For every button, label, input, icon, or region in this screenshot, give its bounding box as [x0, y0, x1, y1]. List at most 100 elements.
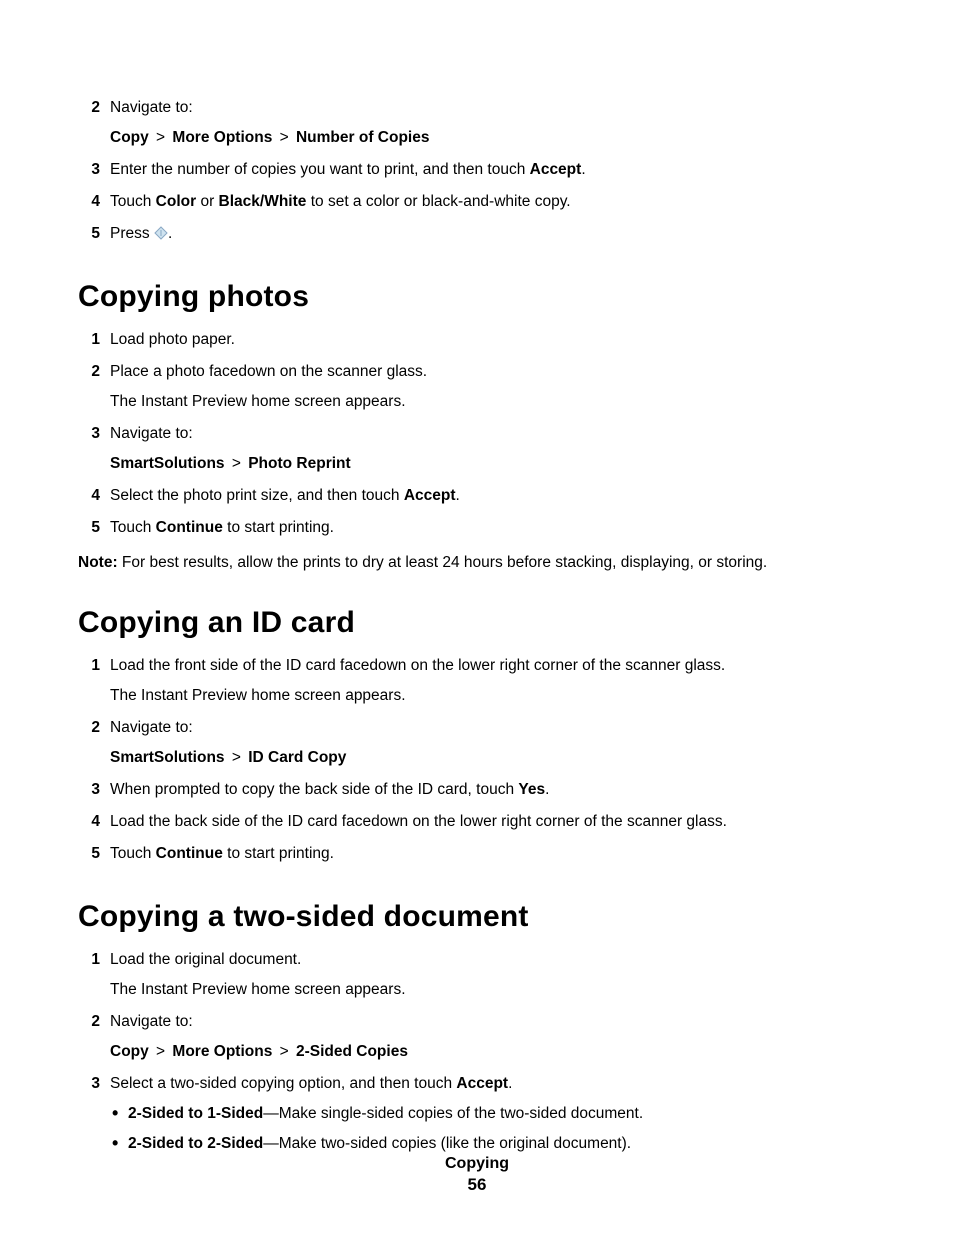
bold-text: Accept: [530, 161, 582, 178]
breadcrumb-item: SmartSolutions: [110, 749, 225, 766]
step-number: 1: [78, 654, 110, 708]
footer-section-title: Copying: [0, 1155, 954, 1173]
body-text: —Make single-sided copies of the two-sid…: [263, 1105, 643, 1122]
step-text: Touch Color or Black/White to set a colo…: [110, 190, 876, 214]
breadcrumb-item: Copy: [110, 1043, 149, 1060]
step: 4Touch Color or Black/White to set a col…: [78, 190, 876, 214]
step-number: 2: [78, 1010, 110, 1064]
step: 4Select the photo print size, and then t…: [78, 484, 876, 508]
note-text: For best results, allow the prints to dr…: [118, 554, 768, 571]
step-text: Touch Continue to start printing.: [110, 516, 876, 540]
breadcrumb-separator: >: [225, 455, 249, 472]
bold-text: 2-Sided to 1-Sided: [128, 1105, 263, 1122]
step: 5Touch Continue to start printing.: [78, 516, 876, 540]
breadcrumb-separator: >: [272, 1043, 296, 1060]
body-text: Touch: [110, 845, 156, 862]
body-text: Touch: [110, 519, 156, 536]
body-text: Press: [110, 225, 154, 242]
breadcrumb-item: More Options: [172, 129, 272, 146]
step-text: Place a photo facedown on the scanner gl…: [110, 360, 876, 384]
body-text: .: [456, 487, 460, 504]
step: 2Navigate to:SmartSolutions > ID Card Co…: [78, 716, 876, 770]
heading-copying-id-card: Copying an ID card: [78, 606, 876, 640]
step-body: Select a two-sided copying option, and t…: [110, 1072, 876, 1162]
step-number: 2: [78, 360, 110, 414]
step: 3Enter the number of copies you want to …: [78, 158, 876, 182]
list-item: 2-Sided to 2-Sided—Make two-sided copies…: [110, 1132, 876, 1156]
bold-text: Yes: [518, 781, 545, 798]
step-body: Touch Color or Black/White to set a colo…: [110, 190, 876, 214]
step-number: 3: [78, 422, 110, 476]
photos-steps: 1Load photo paper.2Place a photo facedow…: [78, 328, 876, 540]
step-body: Enter the number of copies you want to p…: [110, 158, 876, 182]
list-item: 2-Sided to 1-Sided—Make single-sided cop…: [110, 1102, 876, 1126]
body-text: .: [508, 1075, 512, 1092]
breadcrumb-item: More Options: [172, 1043, 272, 1060]
step-number: 4: [78, 810, 110, 834]
breadcrumb-separator: >: [149, 1043, 173, 1060]
bold-text: Accept: [404, 487, 456, 504]
bold-text: 2-Sided to 2-Sided: [128, 1135, 263, 1152]
twosided-steps: 1Load the original document.The Instant …: [78, 948, 876, 1162]
page-footer: Copying 56: [0, 1155, 954, 1195]
heading-copying-photos: Copying photos: [78, 280, 876, 314]
step: 1Load the front side of the ID card face…: [78, 654, 876, 708]
step-number: 4: [78, 484, 110, 508]
step-body: Load the front side of the ID card faced…: [110, 654, 876, 708]
step-body: Load photo paper.: [110, 328, 876, 352]
body-text: .: [545, 781, 549, 798]
breadcrumb-item: ID Card Copy: [248, 749, 346, 766]
step: 4Load the back side of the ID card faced…: [78, 810, 876, 834]
step-number: 3: [78, 158, 110, 182]
breadcrumb-separator: >: [272, 129, 296, 146]
step-text: Press .: [110, 222, 876, 246]
step-text: The Instant Preview home screen appears.: [110, 978, 876, 1002]
body-text: Enter the number of copies you want to p…: [110, 161, 530, 178]
step-body: Touch Continue to start printing.: [110, 516, 876, 540]
step-text: When prompted to copy the back side of t…: [110, 778, 876, 802]
bold-text: Color: [156, 193, 196, 210]
bold-text: Black/White: [219, 193, 307, 210]
step-number: 3: [78, 1072, 110, 1162]
step: 1Load the original document.The Instant …: [78, 948, 876, 1002]
step-text: Enter the number of copies you want to p…: [110, 158, 876, 182]
step-number: 2: [78, 716, 110, 770]
intro-steps: 2Navigate to:Copy > More Options > Numbe…: [78, 96, 876, 246]
breadcrumb: Copy > More Options > 2-Sided Copies: [110, 1040, 876, 1064]
breadcrumb: Copy > More Options > Number of Copies: [110, 126, 876, 150]
idcard-steps: 1Load the front side of the ID card face…: [78, 654, 876, 866]
breadcrumb-item: Number of Copies: [296, 129, 429, 146]
bold-text: Continue: [156, 845, 223, 862]
body-text: to set a color or black-and-white copy.: [306, 193, 570, 210]
step-text: Navigate to:: [110, 1010, 876, 1034]
step-body: Press .: [110, 222, 876, 246]
breadcrumb: SmartSolutions > Photo Reprint: [110, 452, 876, 476]
step-body: Navigate to: SmartSolutions > Photo Repri…: [110, 422, 876, 476]
step-text: Navigate to:: [110, 422, 876, 446]
body-text: Select a two-sided copying option, and t…: [110, 1075, 456, 1092]
step-body: Navigate to:Copy > More Options > Number…: [110, 96, 876, 150]
body-text: or: [196, 193, 218, 210]
step: 2Navigate to:Copy > More Options > Numbe…: [78, 96, 876, 150]
breadcrumb-separator: >: [225, 749, 249, 766]
bullet-list: 2-Sided to 1-Sided—Make single-sided cop…: [110, 1102, 876, 1156]
body-text: to start printing.: [223, 519, 334, 536]
step-text: The Instant Preview home screen appears.: [110, 390, 876, 414]
document-page: 2Navigate to:Copy > More Options > Numbe…: [0, 0, 954, 1235]
bold-text: Accept: [456, 1075, 508, 1092]
bold-text: Continue: [156, 519, 223, 536]
step: 3Navigate to: SmartSolutions > Photo Repr…: [78, 422, 876, 476]
step-number: 5: [78, 222, 110, 246]
step-text: Load the front side of the ID card faced…: [110, 654, 876, 678]
step: 1Load photo paper.: [78, 328, 876, 352]
breadcrumb: SmartSolutions > ID Card Copy: [110, 746, 876, 770]
step-text: Select the photo print size, and then to…: [110, 484, 876, 508]
step-text: Select a two-sided copying option, and t…: [110, 1072, 876, 1096]
step-number: 1: [78, 328, 110, 352]
body-text: .: [168, 225, 172, 242]
step: 5Press .: [78, 222, 876, 246]
heading-copying-two-sided: Copying a two-sided document: [78, 900, 876, 934]
step: 3When prompted to copy the back side of …: [78, 778, 876, 802]
breadcrumb-item: SmartSolutions: [110, 455, 225, 472]
body-text: to start printing.: [223, 845, 334, 862]
